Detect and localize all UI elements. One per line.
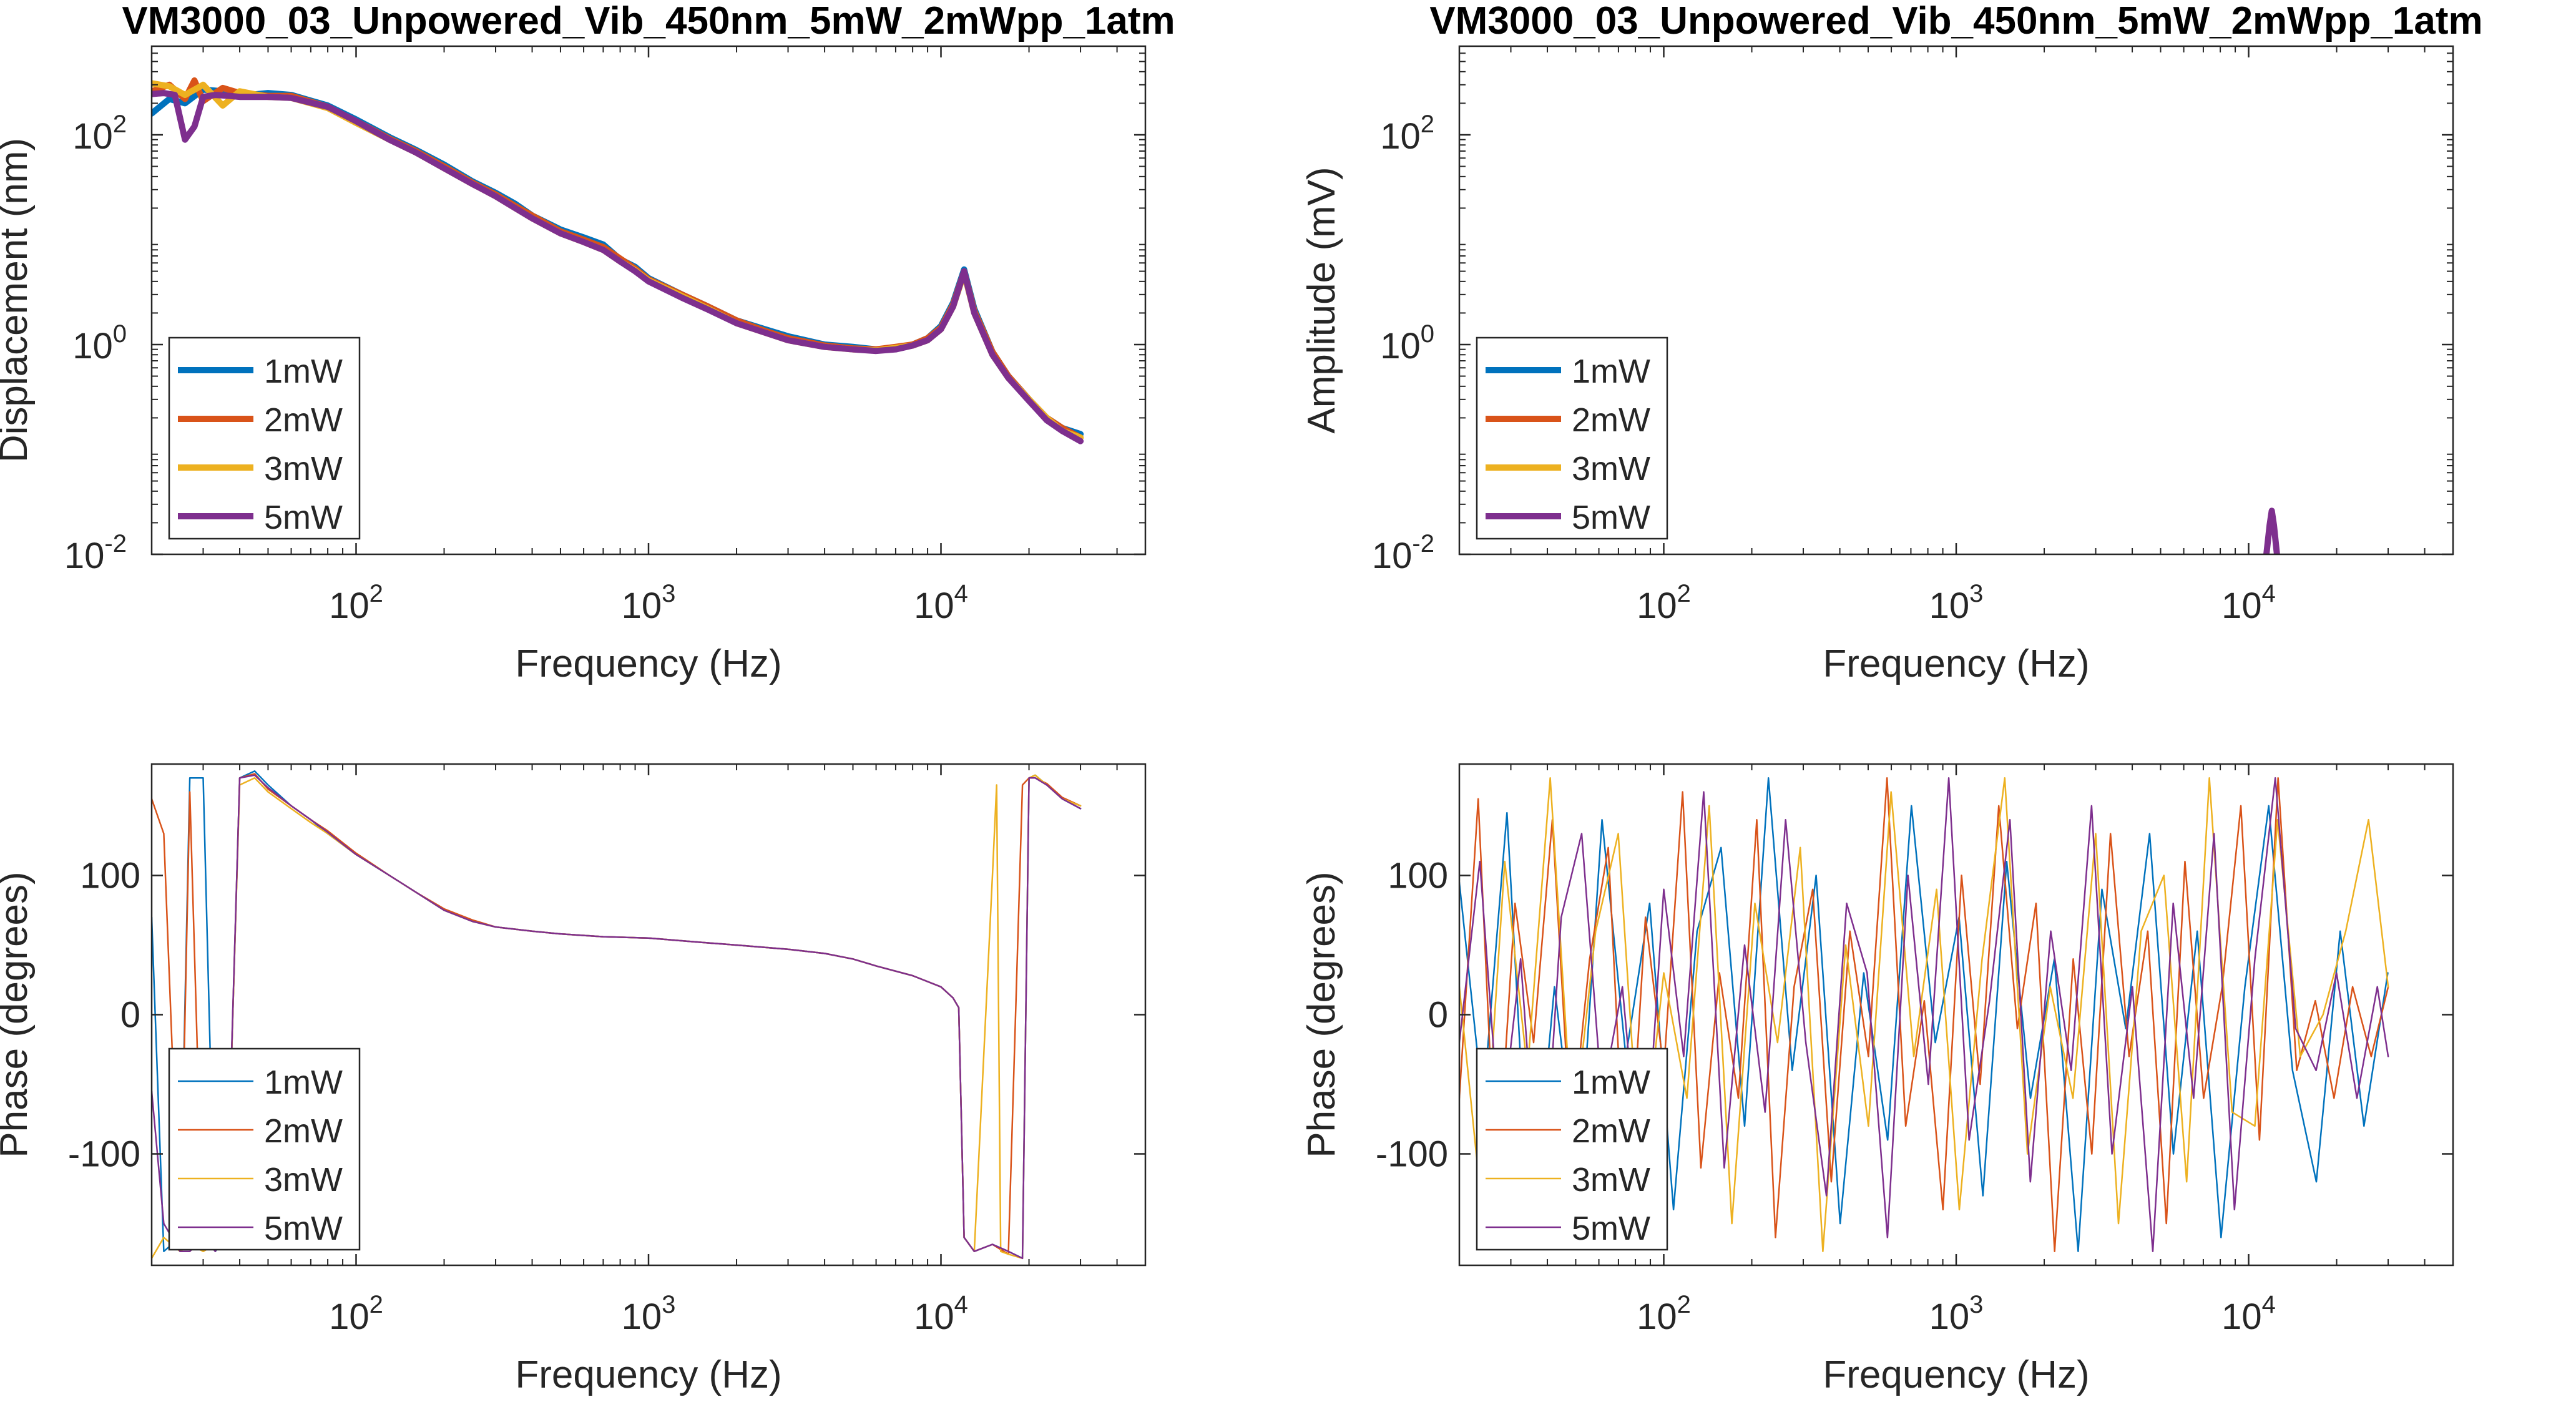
legend: 1mW 2mW 3mW 5mW xyxy=(1476,336,1668,540)
x-tick-label: 104 xyxy=(2221,1291,2276,1337)
legend: 1mW 2mW 3mW 5mW xyxy=(168,1047,361,1251)
legend-label: 2mW xyxy=(264,401,343,439)
y-axis-label: Amplitude (mV) xyxy=(1300,167,1343,433)
y-tick-label: 0 xyxy=(120,995,140,1036)
x-tick-label: 103 xyxy=(622,580,676,626)
legend-label: 5mW xyxy=(1572,1210,1650,1247)
series-lines xyxy=(1459,777,2389,1252)
legend-label: 1mW xyxy=(264,1064,343,1101)
y-tick-label: 102 xyxy=(72,110,127,157)
series-line-3mW xyxy=(1459,777,2389,1252)
series-line-5mW xyxy=(1459,777,2389,1252)
chart-top-right: 102 103 104 10-2 100 102 Frequency (Hz) Amplitu… xyxy=(1300,0,2483,685)
legend-label: 2mW xyxy=(1572,1112,1650,1150)
x-axis-label: Frequency (Hz) xyxy=(515,642,781,685)
series-line-5mW xyxy=(152,774,1082,1260)
series-line-2mW xyxy=(1459,777,2389,1252)
legend-label: 1mW xyxy=(1572,353,1650,390)
x-tick-label: 103 xyxy=(622,1291,676,1337)
legend-label: 2mW xyxy=(264,1112,343,1150)
legend-label: 5mW xyxy=(264,499,343,536)
y-tick-label: 100 xyxy=(80,855,140,896)
legend: 1mW 2mW 3mW 5mW xyxy=(1476,1047,1668,1251)
y-tick-label: 102 xyxy=(1380,110,1434,157)
x-tick-label: 103 xyxy=(1929,1291,1984,1337)
y-tick-label: 100 xyxy=(72,320,127,366)
series-line-5mW xyxy=(2263,507,2280,554)
legend-label: 3mW xyxy=(264,1161,343,1199)
x-axis-label: Frequency (Hz) xyxy=(1823,642,2089,685)
legend-label: 5mW xyxy=(1572,499,1650,536)
x-tick-label: 104 xyxy=(914,1291,968,1337)
legend-label: 3mW xyxy=(1572,450,1650,488)
legend-label: 5mW xyxy=(264,1210,343,1247)
y-tick-label: 10-2 xyxy=(1372,530,1434,576)
x-axis-label: Frequency (Hz) xyxy=(515,1353,781,1396)
legend-label: 3mW xyxy=(264,450,343,488)
x-axis-label: Frequency (Hz) xyxy=(1823,1353,2089,1396)
y-tick-label: 10-2 xyxy=(64,530,127,576)
series-lines xyxy=(152,77,1084,444)
x-tick-label: 102 xyxy=(329,1291,383,1337)
y-axis-label: Displacement (nm) xyxy=(0,138,36,463)
chart-bottom-right: 102 103 104 -100 0 100 Frequency (Hz) Phase (de… xyxy=(1300,763,2454,1396)
series-lines xyxy=(2263,507,2280,554)
y-tick-label: 0 xyxy=(1428,995,1448,1036)
legend-label: 3mW xyxy=(1572,1161,1650,1199)
x-tick-label: 102 xyxy=(1637,1291,1691,1337)
series-lines xyxy=(152,770,1082,1260)
y-tick-label: -100 xyxy=(1376,1134,1448,1175)
legend-label: 1mW xyxy=(264,353,343,390)
y-axis-label: Phase (degrees) xyxy=(1300,871,1343,1157)
series-line-5mW xyxy=(152,90,1084,444)
x-tick-label: 104 xyxy=(2221,580,2276,626)
legend-box xyxy=(168,1047,361,1251)
x-tick-label: 103 xyxy=(1929,580,1984,626)
y-axis-label: Phase (degrees) xyxy=(0,871,36,1157)
y-tick-label: -100 xyxy=(68,1134,140,1175)
y-tick-label: 100 xyxy=(1388,855,1448,896)
chart-title: VM3000_03_Unpowered_Vib_450nm_5mW_2mWpp_… xyxy=(122,0,1175,42)
x-tick-label: 102 xyxy=(1637,580,1691,626)
legend: 1mW 2mW 3mW 5mW xyxy=(168,336,361,540)
y-tick-label: 100 xyxy=(1380,320,1434,366)
chart-top-left: 102 103 104 10-2 100 102 Frequency (Hz) Displac… xyxy=(0,0,1175,685)
chart-title: VM3000_03_Unpowered_Vib_450nm_5mW_2mWpp_… xyxy=(1429,0,2482,42)
legend-box xyxy=(1476,1047,1668,1251)
chart-bottom-left: 102 103 104 -100 0 100 Frequency (Hz) Phase (de… xyxy=(0,763,1147,1396)
legend-label: 2mW xyxy=(1572,401,1650,439)
x-tick-label: 104 xyxy=(914,580,968,626)
x-tick-label: 102 xyxy=(329,580,383,626)
legend-label: 1mW xyxy=(1572,1064,1650,1101)
